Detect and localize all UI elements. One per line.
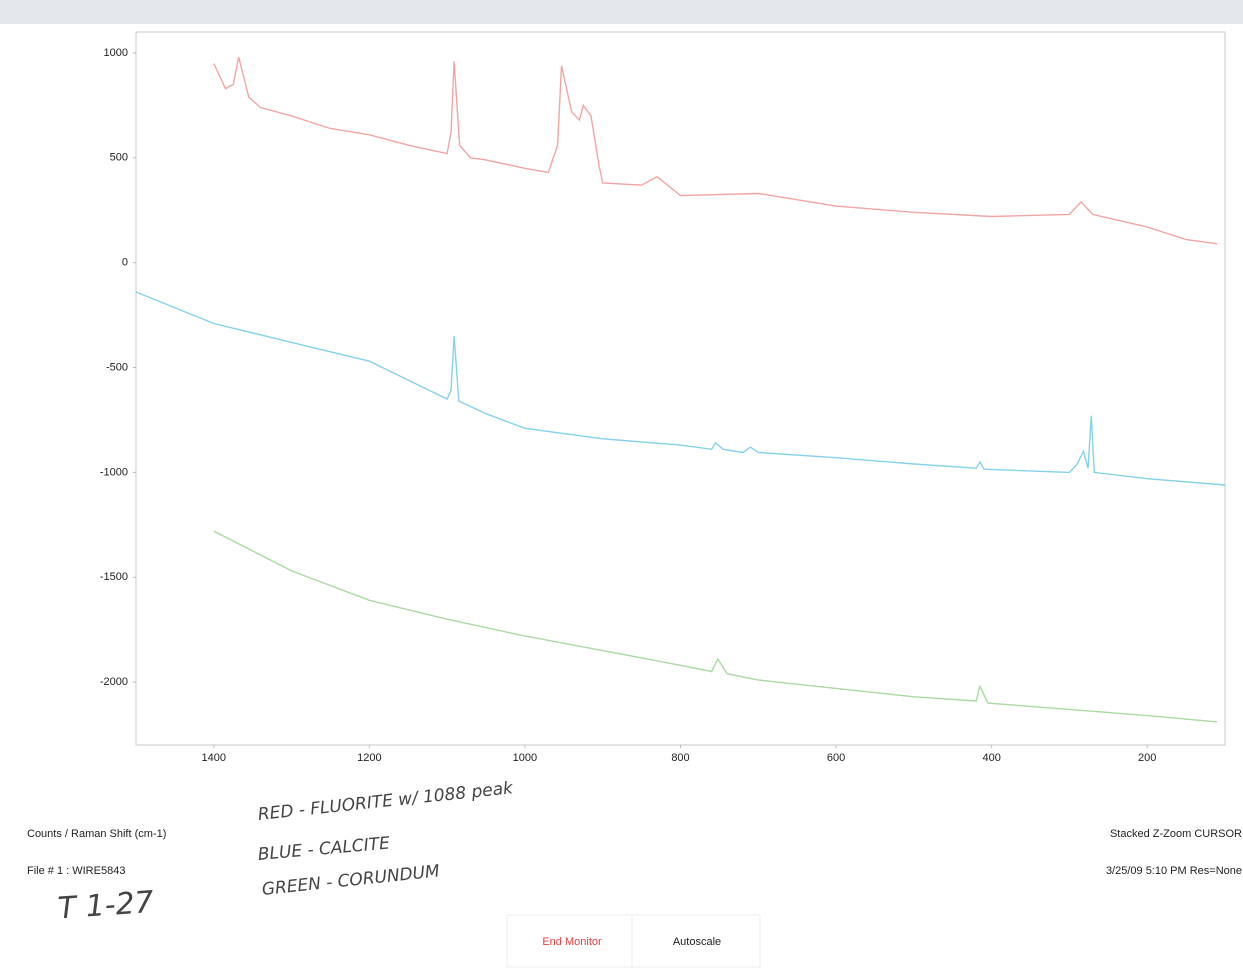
- y-tick-label: -500: [106, 361, 128, 373]
- button-bar: [506, 914, 761, 968]
- note: GREEN - CORUNDUM: [261, 861, 441, 900]
- scan-edge: [0, 0, 1243, 24]
- note: RED - FLUORITE w/ 1088 peak: [257, 778, 515, 825]
- spectrum-line: [213, 530, 1218, 723]
- autoscale-button[interactable]: Autoscale: [673, 936, 721, 948]
- mode-label: Stacked Z-Zoom CURSOR: [1110, 828, 1242, 840]
- timestamp: 3/25/09 5:10 PM Res=None: [1106, 865, 1242, 877]
- note: T 1-27: [57, 885, 155, 927]
- file-label: File # 1 : WIRE5843: [27, 865, 125, 877]
- y-tick-label: 500: [110, 152, 128, 164]
- x-tick-label: 200: [1138, 752, 1156, 764]
- spectrum-line: [213, 57, 1218, 245]
- y-tick-label: -2000: [100, 676, 128, 688]
- y-tick-label: -1500: [100, 571, 128, 583]
- plot-frame: [135, 31, 1226, 746]
- x-tick-label: 400: [982, 752, 1000, 764]
- x-tick-label: 1400: [202, 752, 226, 764]
- note: BLUE - CALCITE: [257, 833, 391, 864]
- x-tick-label: 800: [671, 752, 689, 764]
- y-tick-label: -1000: [100, 466, 128, 478]
- y-tick-label: 0: [122, 257, 128, 269]
- axis-caption: Counts / Raman Shift (cm-1): [27, 828, 166, 840]
- end-monitor-button[interactable]: End Monitor: [542, 936, 602, 948]
- y-tick-label: 1000: [104, 47, 128, 59]
- x-tick-label: 1200: [357, 752, 381, 764]
- x-tick-label: 1000: [513, 752, 537, 764]
- x-tick-label: 600: [827, 752, 845, 764]
- spectrum-line: [135, 291, 1226, 486]
